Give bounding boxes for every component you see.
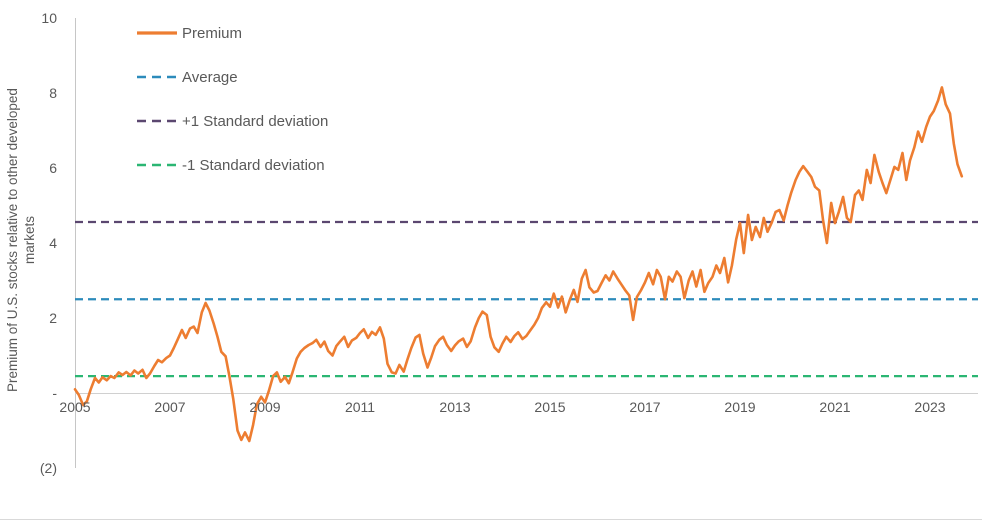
x-tick-label: 2023 (914, 399, 946, 415)
x-tick-label: 2013 (439, 399, 471, 415)
y-tick-label: 4 (49, 235, 57, 251)
x-tick-label: 2007 (154, 399, 186, 415)
y-tick-label: 8 (49, 85, 57, 101)
y-tick-label: 2 (49, 310, 57, 326)
premium-line-sample-icon (137, 31, 177, 35)
x-tick-label: 2017 (629, 399, 661, 415)
minus1-std-line-sample-icon (137, 163, 177, 167)
x-tick-label: 2011 (344, 399, 376, 415)
y-tick-label: (2) (39, 460, 57, 476)
legend-label-premium: Premium (182, 24, 243, 42)
bottom-divider (0, 519, 982, 520)
x-tick-label: 2019 (724, 399, 756, 415)
plus1-std-line-sample-icon (137, 119, 177, 123)
legend: Premium Average +1 Standard deviation -1… (136, 23, 328, 199)
average-line-sample-icon (137, 75, 177, 79)
y-tick-label: 10 (41, 10, 57, 26)
x-tick-label: 2005 (59, 399, 91, 415)
x-tick-label: 2009 (249, 399, 281, 415)
legend-label-average: Average (182, 68, 238, 86)
legend-label-plus1-std: +1 Standard deviation (182, 112, 329, 130)
premium-series-line (73, 86, 964, 443)
y-tick-label: 6 (49, 160, 57, 176)
legend-label-minus1-std: -1 Standard deviation (182, 156, 325, 174)
x-tick-label: 2021 (819, 399, 851, 415)
y-tick-label: - (52, 385, 57, 401)
legend-item-minus1-std: -1 Standard deviation (136, 155, 328, 175)
legend-item-average: Average (136, 67, 328, 87)
x-tick-label: 2015 (534, 399, 566, 415)
legend-item-plus1-std: +1 Standard deviation (136, 111, 328, 131)
legend-item-premium: Premium (136, 23, 328, 43)
